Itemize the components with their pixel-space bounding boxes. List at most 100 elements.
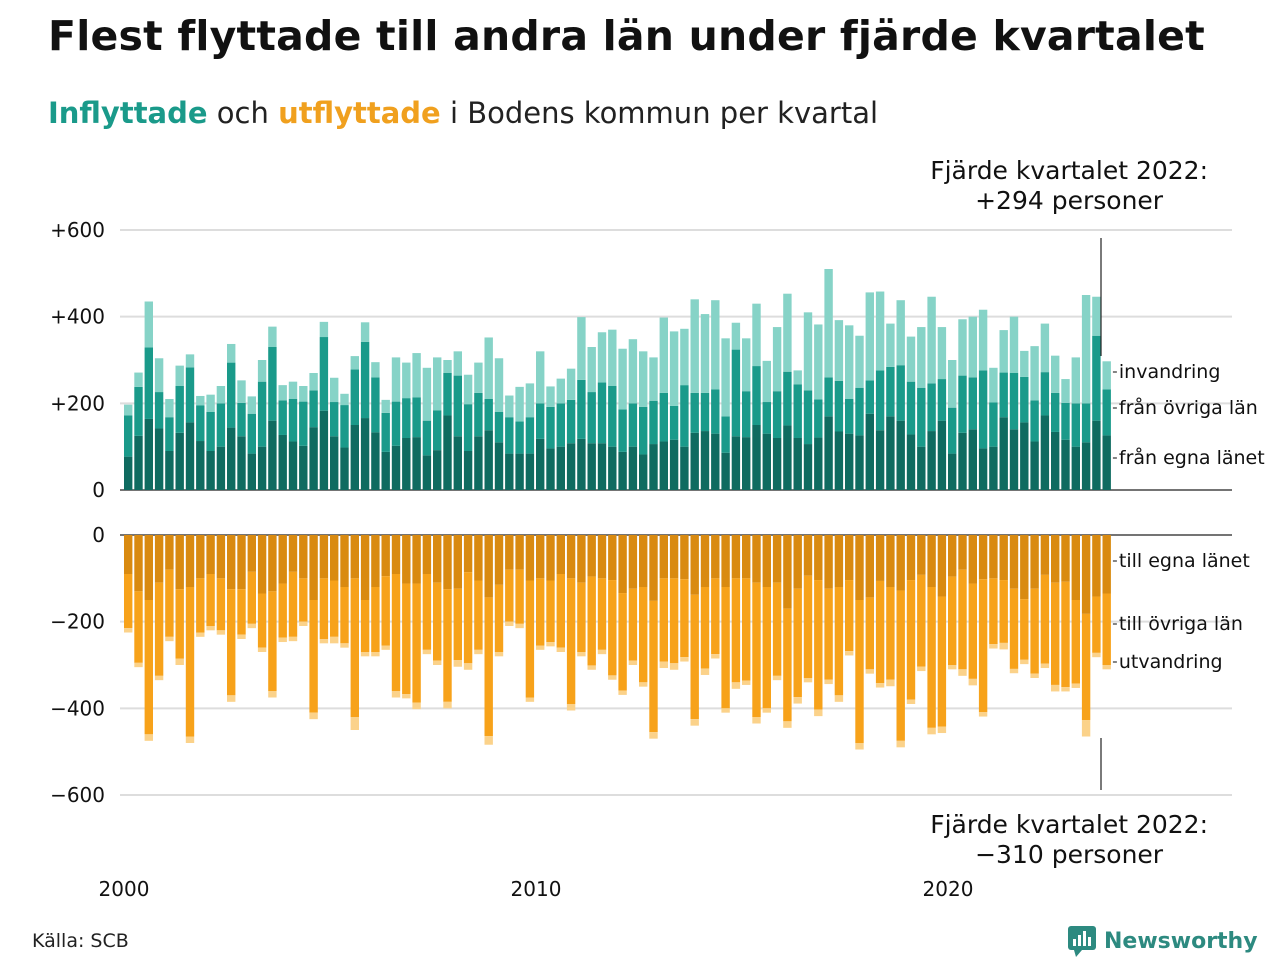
bar-out-0 (515, 535, 524, 570)
bar-in-1 (1071, 403, 1080, 447)
bar-in-0 (1092, 420, 1101, 490)
bar-in-1 (216, 403, 226, 447)
bottom-y-tick-label: 0 (92, 523, 105, 547)
bar-out-1 (937, 596, 947, 727)
bar-out-2 (247, 623, 256, 629)
bar-out-1 (546, 580, 555, 643)
bar-in-1 (299, 401, 308, 446)
top-end-label: från övriga län (1119, 396, 1258, 419)
bar-in-0 (865, 413, 874, 490)
bar-in-1 (978, 370, 988, 449)
bar-in-0 (515, 453, 524, 490)
bar-out-0 (628, 535, 638, 589)
bar-in-0 (216, 446, 226, 490)
bar-out-1 (422, 574, 432, 650)
bar-in-1 (855, 387, 864, 436)
bar-in-2 (350, 356, 359, 370)
bar-in-0 (1009, 429, 1019, 490)
bar-in-0 (597, 443, 607, 490)
bar-in-2 (206, 394, 215, 412)
bar-in-0 (391, 445, 401, 490)
bar-in-2 (154, 358, 164, 393)
bar-out-1 (391, 574, 401, 691)
bar-out-2 (154, 675, 164, 681)
bar-in-2 (216, 386, 226, 404)
bar-in-1 (144, 347, 153, 419)
bar-in-1 (185, 367, 195, 423)
bar-in-0 (1081, 442, 1091, 490)
bar-out-1 (257, 593, 267, 648)
bar-out-2 (886, 679, 895, 687)
bar-out-2 (402, 694, 411, 699)
bar-out-2 (278, 637, 287, 643)
bar-in-0 (144, 418, 153, 490)
bar-out-0 (247, 535, 256, 572)
bar-out-2 (536, 645, 545, 650)
bar-out-2 (268, 691, 277, 698)
bar-in-2 (875, 291, 885, 371)
bar-out-2 (381, 645, 390, 650)
bar-in-0 (154, 428, 164, 490)
bar-in-1 (505, 417, 514, 454)
bar-in-0 (886, 416, 895, 490)
bar-in-2 (453, 351, 462, 376)
bar-out-2 (299, 621, 308, 626)
bar-in-0 (330, 436, 339, 490)
bar-in-0 (381, 451, 390, 490)
bar-in-2 (772, 327, 782, 392)
bar-out-1 (268, 591, 277, 691)
bar-out-1 (597, 578, 607, 650)
bar-out-1 (958, 569, 967, 670)
bar-in-1 (536, 403, 545, 439)
bar-in-2 (443, 360, 452, 373)
bar-out-2 (319, 639, 329, 644)
bar-in-2 (330, 377, 339, 403)
bar-out-2 (1020, 659, 1029, 665)
bar-in-0 (124, 456, 133, 490)
bar-out-1 (124, 574, 133, 629)
bar-out-2 (731, 682, 741, 689)
bar-in-0 (299, 445, 308, 490)
bar-in-1 (731, 349, 741, 437)
bar-out-1 (1061, 581, 1070, 688)
bar-in-1 (360, 341, 370, 419)
bar-in-1 (463, 404, 473, 451)
bar-in-2 (834, 320, 844, 381)
bar-out-2 (824, 679, 833, 685)
bar-out-2 (608, 675, 617, 680)
bar-in-1 (608, 386, 617, 447)
bar-out-1 (608, 580, 617, 676)
bar-in-0 (659, 441, 668, 490)
bar-in-0 (669, 439, 679, 490)
bar-in-0 (721, 452, 730, 490)
bar-in-2 (1102, 361, 1111, 390)
bar-out-1 (443, 589, 452, 702)
bar-out-1 (927, 587, 936, 728)
bar-in-2 (505, 395, 514, 418)
bar-out-2 (628, 660, 638, 665)
bar-out-1 (845, 580, 854, 652)
bar-in-2 (422, 367, 432, 421)
bar-out-0 (731, 535, 741, 579)
bar-out-0 (330, 535, 339, 581)
subtitle-rest: i Bodens kommun per kvartal (449, 96, 879, 130)
bar-out-0 (546, 535, 555, 581)
bar-out-0 (649, 535, 658, 601)
bar-out-2 (463, 663, 473, 670)
top-y-tick-label: +400 (50, 305, 105, 329)
bar-out-0 (340, 535, 349, 587)
bar-out-2 (1071, 683, 1080, 688)
bar-out-1 (515, 569, 524, 624)
bar-in-2 (247, 396, 256, 414)
bar-in-0 (1061, 439, 1070, 490)
bar-out-2 (371, 652, 380, 657)
bar-out-0 (989, 535, 998, 579)
bar-out-0 (1009, 535, 1019, 589)
bar-out-1 (196, 578, 205, 633)
bar-in-0 (1020, 422, 1029, 490)
bar-in-0 (350, 425, 359, 490)
x-tick-label: 2010 (511, 877, 562, 901)
bar-in-1 (340, 405, 349, 448)
bar-in-1 (639, 406, 648, 455)
bar-in-2 (814, 324, 823, 400)
